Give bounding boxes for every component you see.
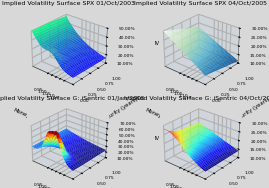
Title: Implied Volatility Surface G: iSentric 01/Jan/2005: Implied Volatility Surface G: iSentric 0… — [0, 96, 145, 101]
Y-axis label: Maturity (years): Maturity (years) — [100, 97, 139, 124]
Title: Implied Volatility Surface G: iSentric 04/Oct/2005: Implied Volatility Surface G: iSentric 0… — [123, 96, 269, 101]
X-axis label: Moneyness: Moneyness — [12, 107, 41, 124]
X-axis label: Moneyness: Moneyness — [145, 107, 174, 124]
Title: Implied Volatility Surface SPX 01/Oct/2003: Implied Volatility Surface SPX 01/Oct/20… — [2, 2, 135, 6]
Y-axis label: Maturity (years): Maturity (years) — [232, 97, 269, 124]
Title: Implied Volatility Surface SPX 04/Oct/2005: Implied Volatility Surface SPX 04/Oct/20… — [134, 2, 267, 6]
